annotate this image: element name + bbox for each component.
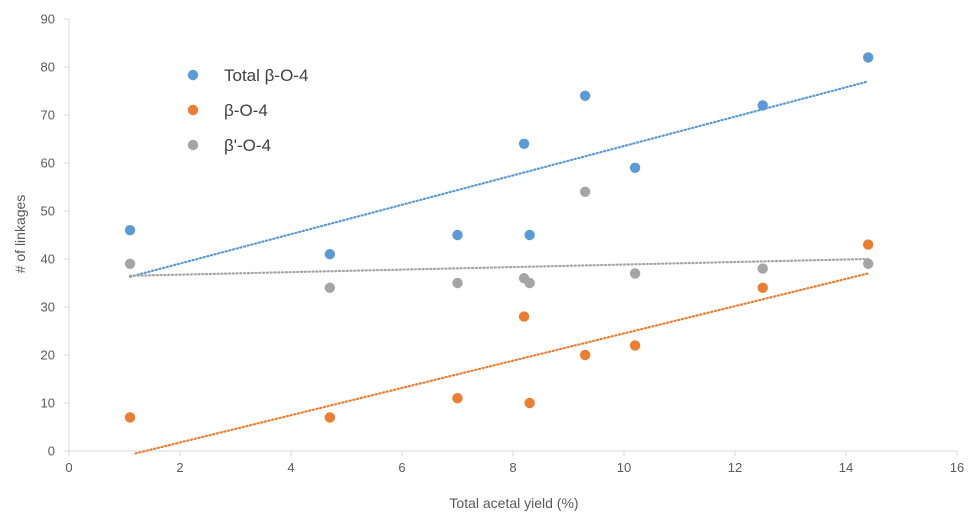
x-tick-label: 8: [509, 460, 516, 475]
x-tick-label: 14: [839, 460, 853, 475]
y-tick-label: 10: [41, 396, 55, 411]
y-tick-label: 70: [41, 108, 55, 123]
trendline: [128, 257, 870, 277]
y-tick-label: 90: [41, 12, 55, 27]
x-tick-label: 12: [728, 460, 742, 475]
data-point: [124, 225, 136, 236]
y-tick-label: 0: [48, 444, 55, 459]
data-point: [324, 412, 336, 423]
legend-label: Total β-O-4: [224, 66, 308, 85]
data-point: [863, 258, 874, 269]
trendlines: [128, 80, 870, 455]
data-point: [579, 90, 591, 102]
data-point: [863, 239, 874, 250]
data-point: [524, 229, 535, 241]
data-point: [452, 229, 463, 241]
x-axis-title: Total acetal yield (%): [449, 495, 578, 511]
data-point: [524, 277, 535, 289]
y-tick-label: 30: [41, 300, 55, 315]
x-tick-label: 10: [617, 460, 631, 475]
data-point: [757, 282, 768, 293]
data-point: [518, 311, 530, 322]
trendline: [134, 272, 870, 455]
legend-marker: [187, 104, 199, 116]
data-point: [863, 52, 874, 63]
x-tick-label: 4: [287, 460, 294, 475]
data-point: [579, 186, 591, 197]
x-tick-label: 2: [176, 460, 183, 475]
y-tick-label: 80: [41, 60, 55, 75]
y-tick-label: 40: [41, 252, 55, 267]
trendline: [128, 80, 870, 278]
data-point: [518, 138, 530, 149]
data-point: [324, 282, 336, 293]
data-point: [124, 412, 136, 423]
y-axis-title: # of linkages: [12, 195, 28, 274]
x-tick-label: 6: [398, 460, 405, 475]
data-point: [524, 397, 535, 409]
x-tick-label: 0: [65, 460, 72, 475]
data-point: [452, 393, 463, 404]
data-points: [124, 52, 874, 423]
y-tick-label: 60: [41, 156, 55, 171]
data-point: [124, 258, 136, 269]
y-tick-label: 20: [41, 348, 55, 363]
data-point: [629, 268, 641, 279]
data-point: [629, 340, 641, 351]
data-point: [452, 277, 463, 289]
data-point: [629, 162, 641, 173]
y-tick-label: 50: [41, 204, 55, 219]
x-axis-ticks: 0 2 4 6 8 10 12 14 16: [65, 451, 964, 475]
data-point: [757, 263, 768, 274]
data-point: [324, 249, 336, 260]
legend: Total β-O-4 β-O-4 β'-O-4: [187, 66, 308, 155]
y-axis-ticks: 0 10 20 30 40 50 60 70 80 90: [41, 12, 69, 459]
data-point: [579, 349, 591, 361]
legend-label: β-O-4: [224, 101, 268, 120]
x-tick-label: 16: [950, 460, 964, 475]
legend-marker: [187, 139, 199, 151]
data-point: [757, 100, 768, 111]
legend-label: β'-O-4: [224, 136, 271, 155]
legend-marker: [187, 69, 199, 81]
